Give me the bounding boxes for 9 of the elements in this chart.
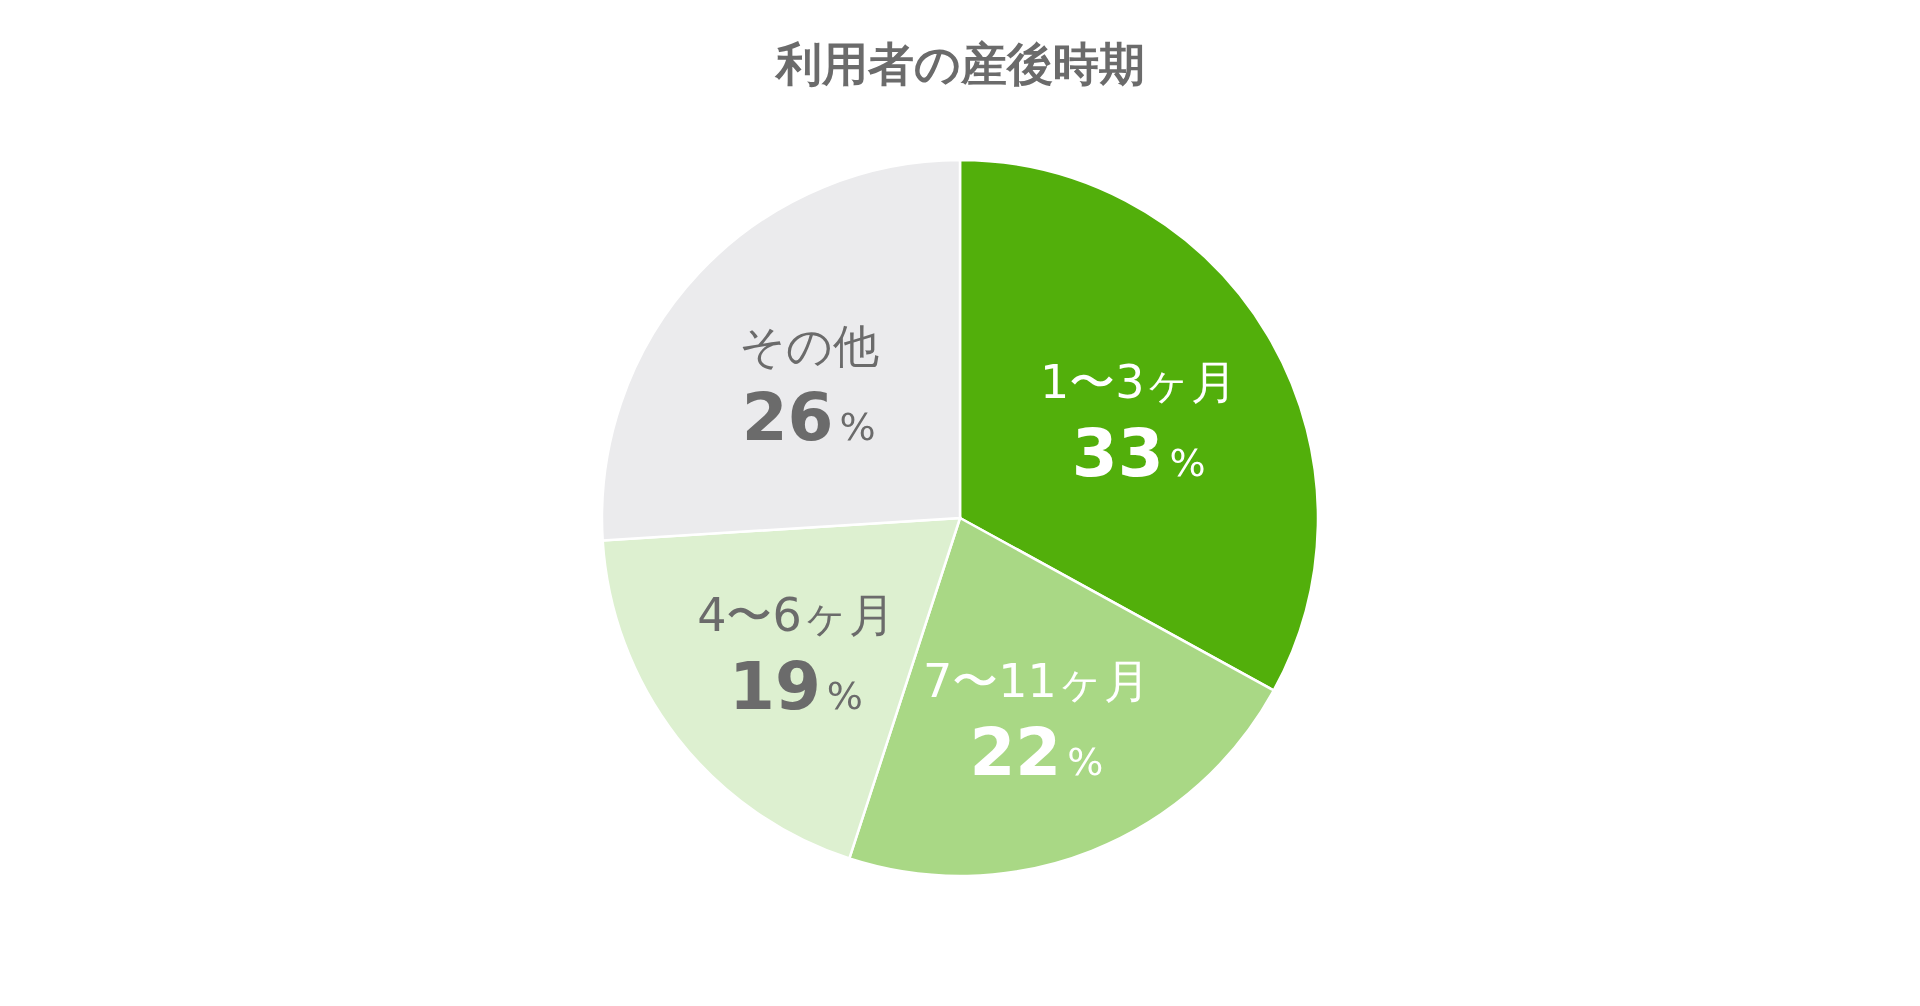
chart-title: 利用者の産後時期 [773, 37, 1145, 91]
data-label: 19% [728, 648, 863, 726]
data-label: 33% [1071, 415, 1206, 493]
data-label: 22% [969, 714, 1104, 792]
data-label: 26% [741, 378, 876, 456]
slice-label: 1〜3ヶ月 [1039, 355, 1238, 410]
slice-label: その他 [738, 318, 879, 373]
slice-label: 7〜11ヶ月 [923, 654, 1150, 709]
slice-label: 4〜6ヶ月 [697, 588, 895, 643]
